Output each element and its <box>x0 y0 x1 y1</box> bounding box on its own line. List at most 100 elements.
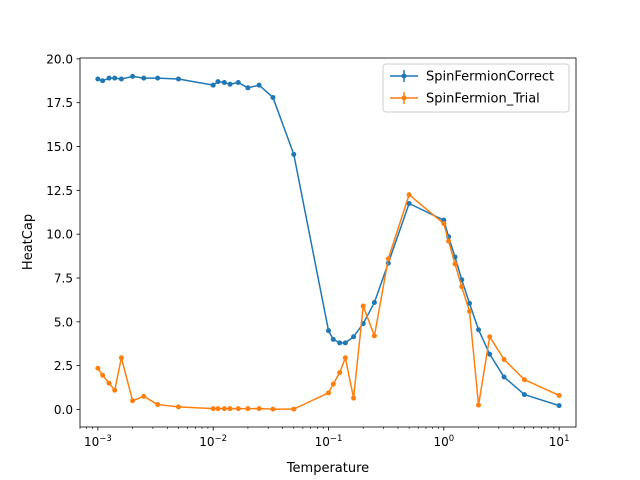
data-point <box>215 79 221 85</box>
data-point <box>227 406 233 412</box>
y-tick-label: 15.0 <box>46 140 73 154</box>
data-point <box>100 78 106 84</box>
data-point <box>270 94 276 100</box>
data-point <box>385 256 391 262</box>
data-point <box>112 75 118 81</box>
data-point <box>406 200 412 206</box>
data-point <box>141 393 147 399</box>
data-point <box>351 334 357 340</box>
x-tick-label: 10−2 <box>199 434 227 449</box>
data-point <box>371 300 377 306</box>
data-point <box>360 303 366 309</box>
data-point <box>330 336 336 342</box>
data-point <box>270 406 276 412</box>
x-axis-label: Temperature <box>286 461 369 476</box>
series-1 <box>95 73 562 409</box>
x-tick-label: 10−1 <box>315 434 343 449</box>
legend-marker-series-1 <box>401 73 407 79</box>
data-point <box>452 261 458 267</box>
y-tick-label: 10.0 <box>46 228 73 242</box>
y-axis-label: HeatCap <box>21 214 36 270</box>
data-point <box>467 300 473 306</box>
data-point <box>215 406 221 412</box>
data-point <box>351 395 357 401</box>
data-point <box>501 374 507 380</box>
data-point <box>256 82 262 88</box>
data-point <box>245 85 251 91</box>
data-point <box>112 387 118 393</box>
data-point <box>476 327 482 333</box>
data-point <box>130 73 136 79</box>
data-point <box>556 403 562 409</box>
data-point <box>459 284 465 290</box>
data-point <box>342 340 348 346</box>
data-point <box>291 151 297 157</box>
x-axis-ticks: 10−3 10−2 10−1 100 101 <box>79 427 570 449</box>
data-point <box>210 406 216 412</box>
data-point <box>175 76 181 82</box>
data-point <box>235 406 241 412</box>
y-tick-label: 5.0 <box>54 315 73 329</box>
plot-area <box>80 58 576 427</box>
data-point <box>467 308 473 314</box>
legend-label-series-1: SpinFermionCorrect <box>426 70 554 85</box>
data-point <box>118 76 124 82</box>
legend-label-series-2: SpinFermion_Trial <box>426 92 540 107</box>
legend-entry-series-2: SpinFermion_Trial <box>390 92 540 107</box>
data-point <box>256 406 262 412</box>
y-tick-label: 12.5 <box>46 184 73 198</box>
data-point <box>342 355 348 361</box>
axes-frame <box>79 57 577 428</box>
x-tick-label: 10−3 <box>84 434 112 449</box>
data-point <box>441 217 447 223</box>
data-point <box>106 380 112 386</box>
data-point <box>155 402 161 408</box>
y-axis-ticks: 0.0 2.5 5.0 7.5 10.0 12.5 15.0 17.5 20.0 <box>46 52 80 417</box>
legend-marker-series-2 <box>401 95 407 101</box>
data-point <box>118 355 124 361</box>
y-tick-label: 7.5 <box>54 271 73 285</box>
data-point <box>371 333 377 339</box>
y-tick-label: 20.0 <box>46 52 73 66</box>
legend-entry-series-1: SpinFermionCorrect <box>390 70 554 85</box>
series-2 <box>95 192 562 412</box>
x-tick-label: 100 <box>433 434 454 449</box>
data-point <box>95 76 101 82</box>
data-point <box>245 406 251 412</box>
data-point <box>441 221 447 227</box>
data-point <box>326 390 332 396</box>
x-tick-label: 101 <box>549 434 570 449</box>
data-point <box>100 372 106 378</box>
data-point <box>406 192 412 198</box>
data-point <box>130 398 136 404</box>
data-point <box>556 392 562 398</box>
data-point <box>326 328 332 334</box>
series-layer <box>95 73 562 412</box>
data-point <box>227 81 233 87</box>
data-point <box>521 392 527 398</box>
data-point <box>210 82 216 88</box>
data-point <box>221 406 227 412</box>
data-point <box>330 381 336 387</box>
legend-box <box>382 63 570 113</box>
data-point <box>337 370 343 376</box>
data-point <box>155 75 161 81</box>
data-point <box>235 80 241 86</box>
y-tick-label: 2.5 <box>54 359 73 373</box>
data-point <box>521 377 527 383</box>
data-point <box>337 340 343 346</box>
legend: SpinFermionCorrect SpinFermion_Trial <box>382 63 570 113</box>
data-point <box>141 75 147 81</box>
data-point <box>487 351 493 357</box>
y-tick-label: 17.5 <box>46 96 73 110</box>
data-point <box>446 238 452 244</box>
data-point <box>221 80 227 86</box>
y-tick-label: 0.0 <box>54 403 73 417</box>
data-point <box>291 406 297 412</box>
data-point <box>476 402 482 408</box>
data-point <box>106 75 112 81</box>
data-point <box>95 365 101 371</box>
data-point <box>175 404 181 410</box>
data-point <box>487 334 493 340</box>
